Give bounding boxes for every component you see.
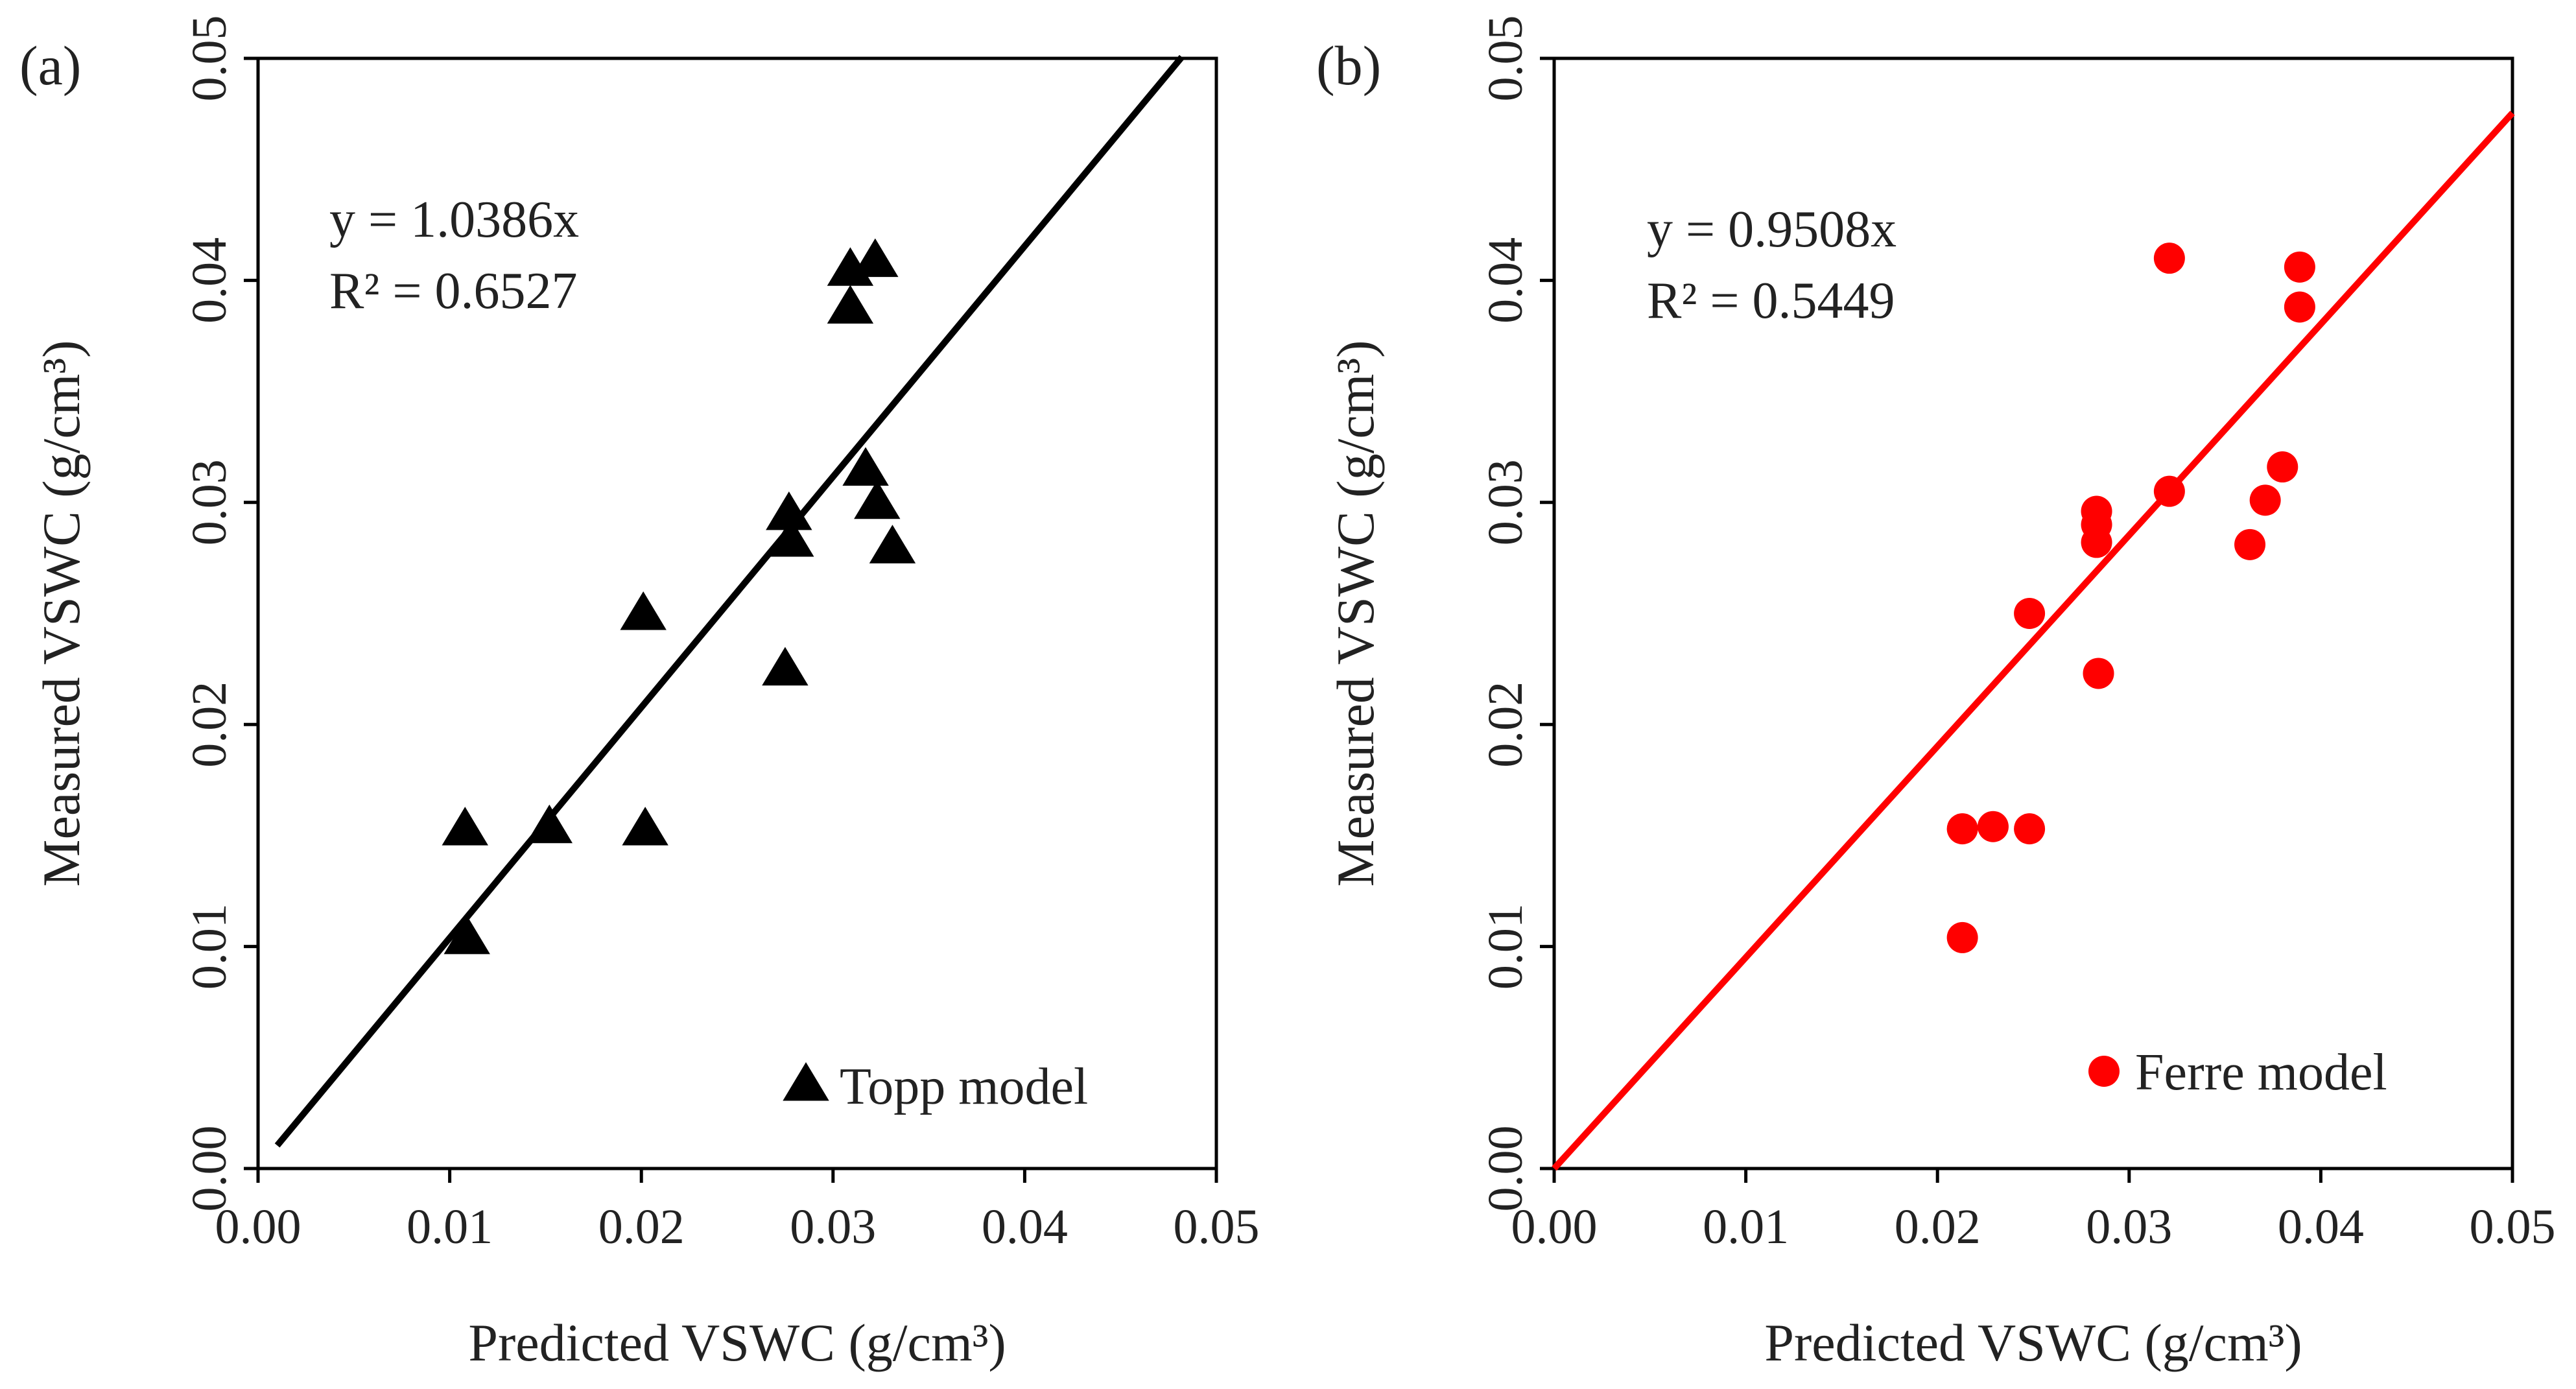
x-tick-label: 0.00 bbox=[1511, 1200, 1598, 1254]
y-axis-label: Measured VSWC (g/cm³) bbox=[1326, 340, 1385, 887]
data-point bbox=[442, 807, 488, 846]
x-tick-label: 0.04 bbox=[2278, 1200, 2364, 1254]
panel-a: 0.00 0.01 0.02 0.03 0.04 0.05 0.00 0.01 0.02 0.03… bbox=[19, 16, 1260, 1373]
data-point bbox=[1977, 811, 2009, 842]
data-point bbox=[620, 591, 667, 630]
data-point bbox=[526, 804, 573, 844]
data-point bbox=[2284, 291, 2315, 323]
plot-area-frame bbox=[1552, 56, 2514, 1170]
x-tick-label: 0.00 bbox=[215, 1200, 301, 1254]
legend-marker bbox=[2088, 1056, 2120, 1087]
data-point bbox=[869, 525, 916, 564]
r-squared-label: R² = 0.5449 bbox=[1647, 272, 1895, 329]
data-point bbox=[852, 238, 899, 278]
data-point bbox=[2153, 475, 2185, 507]
data-point bbox=[443, 915, 490, 955]
legend-label: Ferre model bbox=[2135, 1044, 2387, 1101]
x-axis-label: Predicted VSWC (g/cm³) bbox=[1764, 1313, 2302, 1372]
legend-label: Topp model bbox=[840, 1058, 1088, 1115]
y-tick-label: 0.02 bbox=[1478, 682, 1533, 768]
y-tick-label: 0.04 bbox=[1478, 237, 1533, 324]
data-point bbox=[762, 647, 809, 686]
x-tick-label: 0.01 bbox=[407, 1200, 493, 1254]
data-point bbox=[768, 518, 814, 557]
y-tick-label: 0.03 bbox=[1478, 459, 1533, 545]
x-axis-label: Predicted VSWC (g/cm³) bbox=[468, 1313, 1006, 1372]
trendline-equation: y = 0.9508x bbox=[1647, 201, 1897, 258]
x-tick-label: 0.03 bbox=[2086, 1200, 2172, 1254]
data-point bbox=[2014, 598, 2046, 629]
data-point bbox=[2153, 243, 2185, 274]
y-tick-label: 0.05 bbox=[1478, 16, 1533, 102]
x-tick-label: 0.02 bbox=[598, 1200, 685, 1254]
data-point bbox=[2234, 528, 2266, 560]
data-point bbox=[766, 491, 812, 530]
data-point bbox=[622, 807, 668, 846]
x-tick-label: 0.05 bbox=[1174, 1200, 1260, 1254]
data-point bbox=[2284, 251, 2315, 283]
data-point bbox=[2081, 527, 2112, 558]
data-point bbox=[2267, 451, 2298, 483]
y-tick-label: 0.01 bbox=[182, 903, 237, 990]
y-tick-label: 0.04 bbox=[182, 237, 237, 324]
data-point bbox=[842, 447, 889, 486]
y-tick-label: 0.02 bbox=[182, 682, 237, 768]
panel-b: 0.00 0.01 0.02 0.03 0.04 0.05 0.00 0.01 0.02 0.03… bbox=[1316, 16, 2556, 1373]
y-tick-label: 0.00 bbox=[1478, 1126, 1533, 1212]
legend-marker bbox=[783, 1062, 829, 1101]
trendline bbox=[1552, 110, 2515, 1171]
data-point bbox=[1946, 921, 1978, 953]
data-point bbox=[1946, 813, 1978, 845]
y-axis-label: Measured VSWC (g/cm³) bbox=[32, 340, 91, 887]
x-tick-label: 0.01 bbox=[1703, 1200, 1789, 1254]
trendline-equation: y = 1.0386x bbox=[329, 191, 579, 248]
y-tick-label: 0.00 bbox=[182, 1126, 237, 1212]
panel-label: (b) bbox=[1316, 34, 1381, 97]
plot-area-frame bbox=[256, 56, 1218, 1170]
panel-label: (a) bbox=[19, 34, 81, 97]
data-point bbox=[854, 480, 901, 519]
r-squared-label: R² = 0.6527 bbox=[329, 263, 577, 320]
data-point bbox=[2014, 813, 2046, 845]
y-tick-label: 0.03 bbox=[182, 459, 237, 545]
data-point bbox=[2083, 658, 2114, 689]
trendline bbox=[274, 54, 1185, 1148]
data-point bbox=[827, 285, 874, 324]
data-point bbox=[2249, 484, 2281, 516]
y-tick-label: 0.05 bbox=[182, 16, 237, 102]
x-tick-label: 0.05 bbox=[2470, 1200, 2556, 1254]
y-tick-label: 0.01 bbox=[1478, 903, 1533, 990]
x-tick-label: 0.03 bbox=[790, 1200, 876, 1254]
x-tick-label: 0.04 bbox=[982, 1200, 1068, 1254]
x-tick-label: 0.02 bbox=[1895, 1200, 1981, 1254]
